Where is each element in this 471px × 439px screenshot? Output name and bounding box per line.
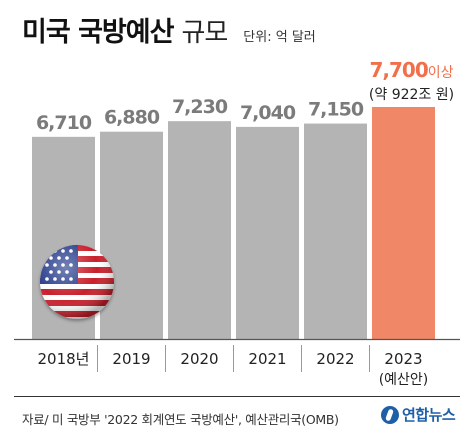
value-note: (약 922조 원): [369, 87, 454, 103]
value-label: 6,710: [36, 112, 92, 134]
yonhap-logo-icon: [381, 405, 399, 424]
x-tick-label: 2022: [316, 350, 354, 368]
bar-2022: [304, 123, 367, 339]
bar-2021: [236, 126, 299, 339]
chart-title-suffix: 규모: [181, 18, 228, 48]
bar-chart: 6,710 2018년 6,880 2019 7,230 2020 7,040 2021 7,1…: [14, 58, 460, 397]
bar-2020: [168, 121, 231, 339]
x-tick-label: 2019: [112, 350, 150, 368]
x-tick-sublabel: (예산안): [379, 372, 429, 388]
x-tick-label: 2018년: [38, 350, 90, 368]
value-label: 7,150: [308, 99, 364, 121]
source-note: 자료/ 미 국방부 '2022 회계연도 국방예산', 예산관리국(OMB): [22, 412, 339, 427]
chart-title: 미국 국방예산: [22, 17, 174, 48]
x-tick-label: 2023: [384, 350, 422, 368]
bar-2023: [372, 107, 435, 339]
publisher-logo: 연합뉴스: [381, 404, 456, 425]
us-flag-sphere-icon: [40, 245, 114, 319]
unit-label: 단위: 억 달러: [243, 30, 316, 45]
x-tick-label: 2021: [248, 350, 286, 368]
value-label: 7,040: [240, 102, 296, 124]
value-label: 6,880: [104, 107, 160, 129]
bar-2019: [100, 131, 163, 339]
value-label: 7,230: [172, 96, 228, 118]
value-label: 7,700이상: [369, 58, 453, 82]
x-tick-label: 2020: [180, 350, 218, 368]
chart-header: 미국 국방예산 규모 단위: 억 달러: [22, 10, 316, 50]
publisher-name: 연합뉴스: [402, 406, 456, 424]
